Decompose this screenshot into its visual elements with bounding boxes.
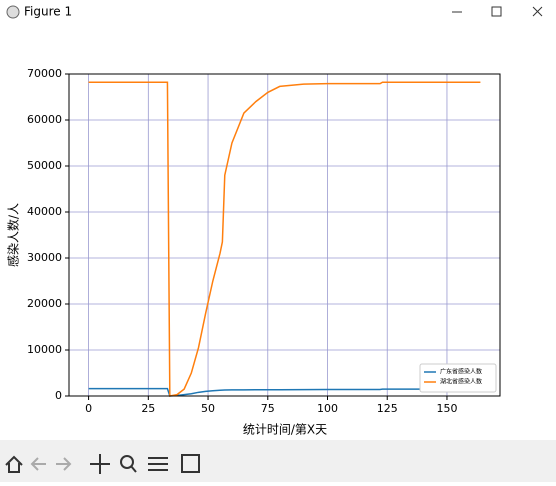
series-line xyxy=(88,387,481,397)
y-tick-label: 20000 xyxy=(27,297,62,310)
y-tick-label: 0 xyxy=(55,389,62,402)
y-tick-label: 10000 xyxy=(27,343,62,356)
zoom-button[interactable] xyxy=(120,455,137,473)
legend-label: 广东省感染人数 xyxy=(440,368,482,376)
close-button[interactable] xyxy=(532,6,543,17)
window-title: Figure 1 xyxy=(24,5,72,19)
pan-button[interactable] xyxy=(90,454,110,474)
legend-label: 湖北省感染人数 xyxy=(440,378,482,386)
title-bar: Figure 1 xyxy=(6,5,543,19)
y-tick-label: 60000 xyxy=(27,113,62,126)
y-tick-label: 40000 xyxy=(27,205,62,218)
back-button[interactable] xyxy=(30,457,46,471)
home-button[interactable] xyxy=(5,455,23,473)
y-axis-label: 感染人数/人 xyxy=(6,203,21,267)
axes-frame xyxy=(68,73,501,397)
x-tick-label: 150 xyxy=(436,402,457,415)
x-tick-label: 125 xyxy=(377,402,398,415)
y-tick-label: 50000 xyxy=(27,159,62,172)
x-tick-label: 100 xyxy=(317,402,338,415)
zoom-icon xyxy=(120,455,134,469)
maximize-button[interactable] xyxy=(491,6,502,17)
y-tick-label: 30000 xyxy=(27,251,62,264)
app-icon xyxy=(6,5,20,19)
toolbar-buttons xyxy=(5,454,200,474)
toolbar xyxy=(0,440,556,482)
series-line xyxy=(88,81,481,397)
y-tick-label: 70000 xyxy=(27,67,62,80)
forward-button[interactable] xyxy=(56,457,72,471)
legend-box xyxy=(419,363,497,393)
x-axis-label: 统计时间/第X天 xyxy=(243,423,327,437)
configure-button[interactable] xyxy=(148,457,168,471)
zoom-icon-handle xyxy=(130,465,137,473)
x-tick-label: 75 xyxy=(261,402,275,415)
x-tick-label: 0 xyxy=(85,402,92,415)
save-button[interactable] xyxy=(181,454,200,473)
x-tick-label: 50 xyxy=(201,402,215,415)
x-tick-label: 25 xyxy=(141,402,155,415)
